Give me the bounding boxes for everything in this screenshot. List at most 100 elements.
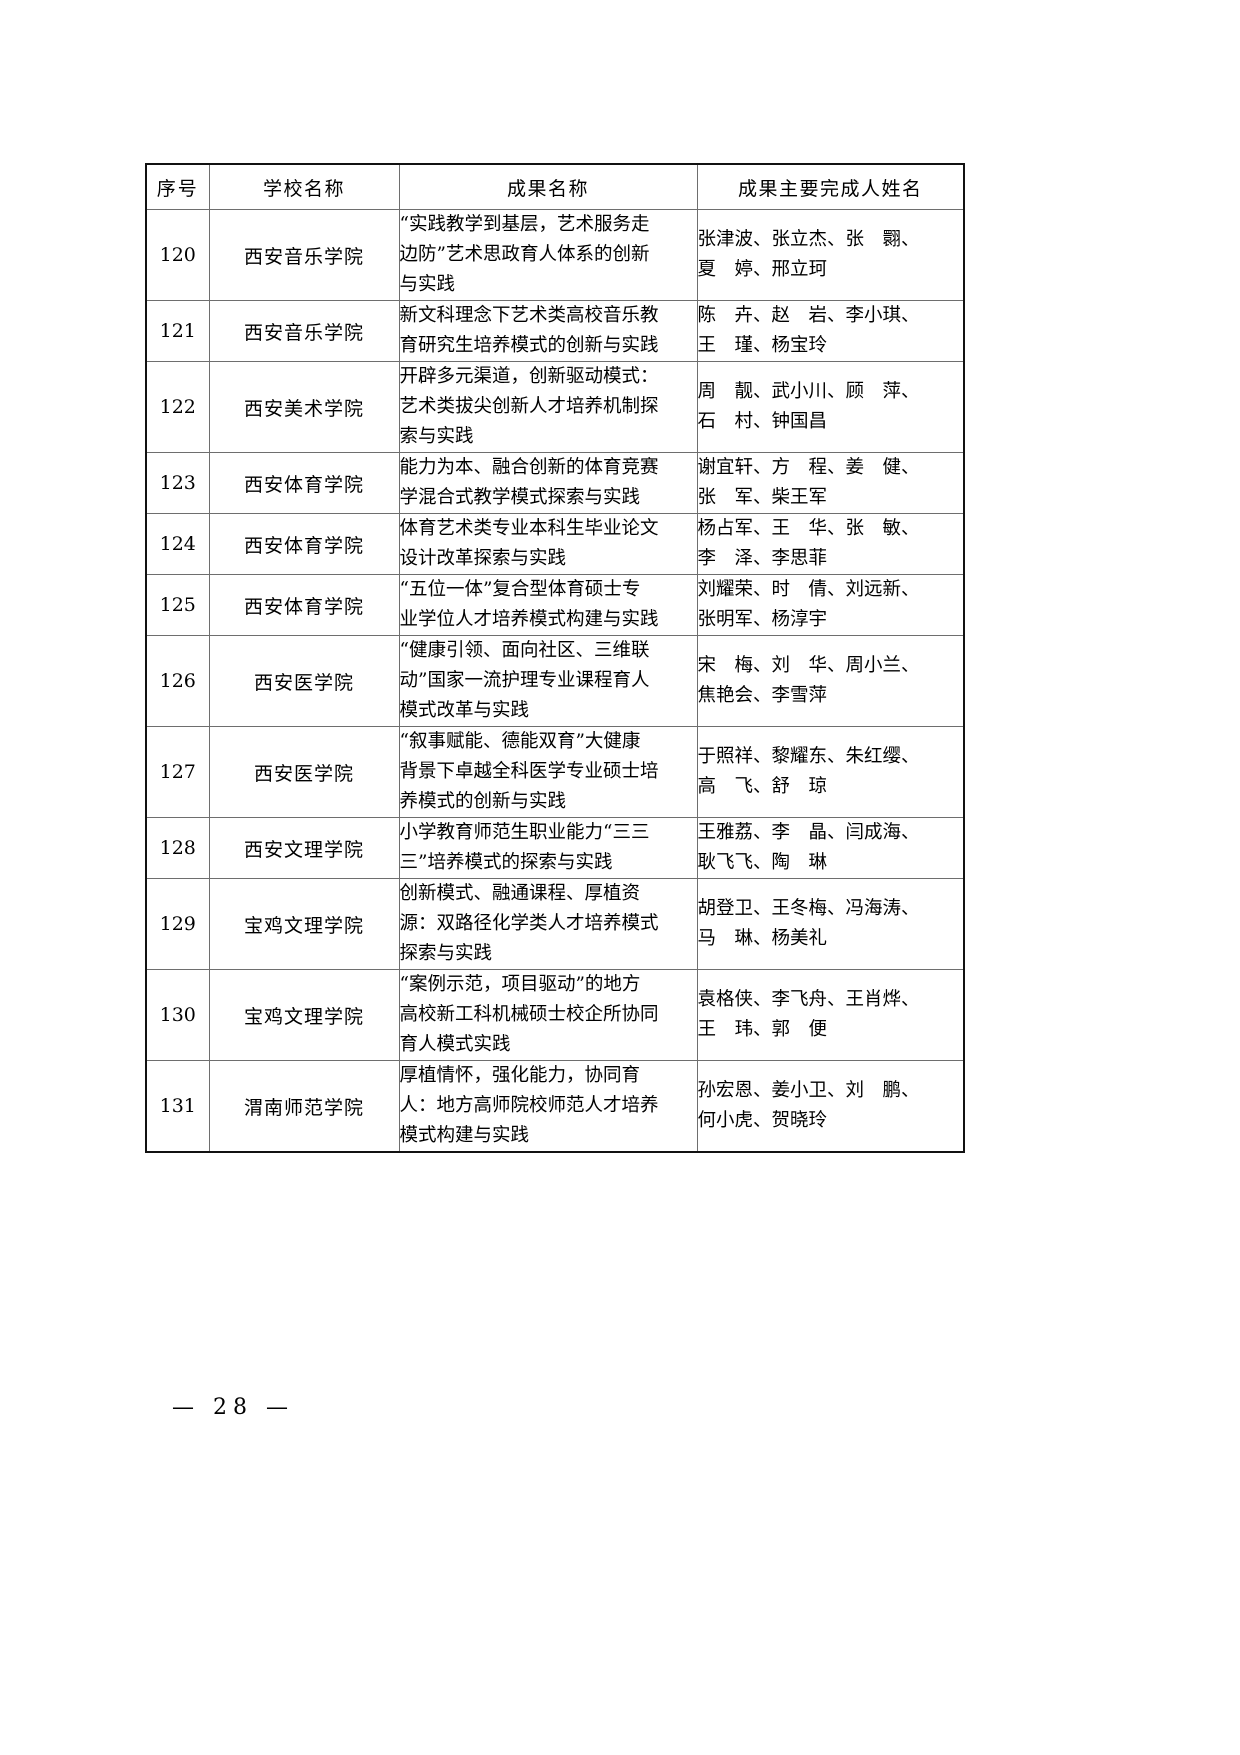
contributor-line: 夏 婷、邢立珂 [697,259,828,280]
cell-contributors: 刘耀荣、时 倩、刘远新、 张明军、杨淳宇 [696,574,965,636]
cell-school-name: 西安医学院 [208,726,400,818]
cell-contributors: 张津波、张立杰、张 翾、夏 婷、邢立珂 [696,209,965,301]
cell-contributors: 宋 梅、刘 华、周小兰、 焦艳会、李雪萍 [696,635,965,727]
page-number: — 28 — [172,1395,294,1420]
cell-contributors: 王雅荔、李 晶、闫成海、 耿飞飞、陶 琳 [696,817,965,879]
cell-achievement-title: “五位一体”复合型体育硕士专 业学位人才培养模式构建与实践 [398,574,698,636]
achievement-title-line: 模式构建与实践 [399,1125,530,1146]
column-header-title: 成果名称 [398,163,698,210]
achievement-title-line: 索与实践 [399,426,474,447]
cell-achievement-title: 新文科理念下艺术类高校音乐教 育研究生培养模式的创新与实践 [398,300,698,362]
contributor-line: 周 靓、武小川、顾 萍、 [697,381,920,402]
table-row: 127 西安医学院 “叙事赋能、德能双育”大健康 背景下卓越全科医学专业硕士培 养模式的… [145,726,965,818]
achievement-award-table: 序号 学校名称 成果名称 成果主要完成人姓名 120 西安音乐学院 “实践教学到基层… [145,163,965,1153]
cell-contributors: 孙宏恩、姜小卫、刘 鹏、 何小虎、贺晓玲 [696,1060,965,1153]
table-row: 126 西安医学院 “健康引领、面向社区、三维联 动”国家一流护理专业课程育人 模式改革… [145,635,965,727]
achievement-title-line: 背景下卓越全科医学专业硕士培 [399,761,659,782]
contributor-line: 张津波、张立杰、张 翾、 [697,229,920,250]
cell-sequence: 125 [145,574,210,636]
cell-contributors: 胡登卫、王冬梅、冯海涛、马 琳、杨美礼 [696,878,965,970]
cell-contributors: 于照祥、黎耀东、朱红缨、高 飞、舒 琼 [696,726,965,818]
achievement-title-line: 学混合式教学模式探索与实践 [399,487,641,508]
achievement-title-line: 养模式的创新与实践 [399,791,567,812]
cell-contributors: 杨占军、王 华、张 敏、李 泽、李思菲 [696,513,965,575]
table-row: 124 西安体育学院 体育艺术类专业本科生毕业论文 设计改革探索与实践 杨占军、王 华、… [145,513,965,575]
achievement-title-line: 人：地方高师院校师范人才培养 [399,1095,659,1116]
achievement-title-line: “健康引领、面向社区、三维联 [399,640,650,661]
achievement-title-line: 设计改革探索与实践 [399,548,567,569]
achievement-title-line: 厚植情怀，强化能力，协同育 [399,1065,641,1086]
achievement-title-line: 业学位人才培养模式构建与实践 [399,609,659,630]
contributor-line: 胡登卫、王冬梅、冯海涛、 [697,898,920,919]
contributor-line: 王 玮、郭 便 [697,1019,828,1040]
cell-contributors: 袁格侠、李飞舟、王肖烨、王 玮、郭 便 [696,969,965,1061]
cell-sequence: 130 [145,969,210,1061]
column-header-school: 学校名称 [208,163,400,210]
contributor-line: 谢宜轩、方 程、姜 健、 [697,457,920,478]
contributor-line: 杨占军、王 华、张 敏、 [697,518,920,539]
achievement-title-line: “五位一体”复合型体育硕士专 [399,579,641,600]
contributor-line: 张 军、柴王军 [697,487,828,508]
achievement-title-line: 三”培养模式的探索与实践 [399,852,613,873]
cell-achievement-title: 体育艺术类专业本科生毕业论文 设计改革探索与实践 [398,513,698,575]
contributor-line: 王雅荔、李 晶、闫成海、 [697,822,920,843]
table-row: 128 西安文理学院 小学教育师范生职业能力“三三 三”培养模式的探索与实践 王雅荔、李… [145,817,965,879]
table-row: 125 西安体育学院 “五位一体”复合型体育硕士专 业学位人才培养模式构建与实践 刘耀荣… [145,574,965,636]
cell-achievement-title: 小学教育师范生职业能力“三三 三”培养模式的探索与实践 [398,817,698,879]
table-header: 序号 学校名称 成果名称 成果主要完成人姓名 [145,163,965,210]
cell-sequence: 123 [145,452,210,514]
cell-sequence: 122 [145,361,210,453]
cell-school-name: 西安体育学院 [208,513,400,575]
achievement-title-line: 源：双路径化学类人才培养模式 [399,913,659,934]
table-body: 120 西安音乐学院 “实践教学到基层，艺术服务走 边防”艺术思政育人体系的创新 与实践… [145,209,965,1153]
cell-school-name: 渭南师范学院 [208,1060,400,1153]
table-row: 123 西安体育学院 能力为本、融合创新的体育竞赛 学混合式教学模式探索与实践 谢宜轩、… [145,452,965,514]
cell-achievement-title: 开辟多元渠道，创新驱动模式： 艺术类拔尖创新人才培养机制探 索与实践 [398,361,698,453]
achievement-title-line: “实践教学到基层，艺术服务走 [399,214,650,235]
achievement-title-line: 高校新工科机械硕士校企所协同 [399,1004,659,1025]
achievement-title-line: 小学教育师范生职业能力“三三 [399,822,650,843]
contributor-line: 高 飞、舒 琼 [697,776,828,797]
cell-school-name: 西安文理学院 [208,817,400,879]
cell-school-name: 西安体育学院 [208,452,400,514]
column-header-people: 成果主要完成人姓名 [696,163,965,210]
cell-school-name: 西安美术学院 [208,361,400,453]
cell-sequence: 127 [145,726,210,818]
cell-achievement-title: “案例示范，项目驱动”的地方 高校新工科机械硕士校企所协同 育人模式实践 [398,969,698,1061]
cell-school-name: 西安音乐学院 [208,300,400,362]
contributor-line: 何小虎、贺晓玲 [697,1110,828,1131]
cell-school-name: 西安医学院 [208,635,400,727]
contributor-line: 张明军、杨淳宇 [697,609,828,630]
cell-sequence: 126 [145,635,210,727]
achievement-title-line: 创新模式、融通课程、厚植资 [399,883,641,904]
achievement-title-line: 探索与实践 [399,943,493,964]
achievement-title-line: 能力为本、融合创新的体育竞赛 [399,457,659,478]
cell-achievement-title: “实践教学到基层，艺术服务走 边防”艺术思政育人体系的创新 与实践 [398,209,698,301]
table-row: 122 西安美术学院 开辟多元渠道，创新驱动模式： 艺术类拔尖创新人才培养机制探 索与实… [145,361,965,453]
achievement-title-line: 育研究生培养模式的创新与实践 [399,335,659,356]
contributor-line: 焦艳会、李雪萍 [697,685,828,706]
achievement-title-line: 艺术类拔尖创新人才培养机制探 [399,396,659,417]
contributor-line: 刘耀荣、时 倩、刘远新、 [697,579,920,600]
cell-sequence: 131 [145,1060,210,1153]
cell-sequence: 124 [145,513,210,575]
cell-sequence: 129 [145,878,210,970]
table-row: 130 宝鸡文理学院 “案例示范，项目驱动”的地方 高校新工科机械硕士校企所协同 育人模… [145,969,965,1061]
cell-achievement-title: 创新模式、融通课程、厚植资 源：双路径化学类人才培养模式 探索与实践 [398,878,698,970]
achievement-title-line: 新文科理念下艺术类高校音乐教 [399,305,659,326]
contributor-line: 王 瑾、杨宝玲 [697,335,828,356]
achievement-title-line: 与实践 [399,274,456,295]
cell-sequence: 120 [145,209,210,301]
cell-contributors: 陈 卉、赵 岩、李小琪、王 瑾、杨宝玲 [696,300,965,362]
achievement-title-line: “叙事赋能、德能双育”大健康 [399,731,641,752]
cell-contributors: 谢宜轩、方 程、姜 健、张 军、柴王军 [696,452,965,514]
achievement-title-line: 育人模式实践 [399,1034,511,1055]
cell-sequence: 121 [145,300,210,362]
contributor-line: 孙宏恩、姜小卫、刘 鹏、 [697,1080,920,1101]
column-header-sequence: 序号 [145,163,210,210]
cell-contributors: 周 靓、武小川、顾 萍、石 村、钟国昌 [696,361,965,453]
achievement-title-line: “案例示范，项目驱动”的地方 [399,974,641,995]
achievement-title-line: 边防”艺术思政育人体系的创新 [399,244,650,265]
contributor-line: 石 村、钟国昌 [697,411,828,432]
table-row: 121 西安音乐学院 新文科理念下艺术类高校音乐教 育研究生培养模式的创新与实践陈 卉… [145,300,965,362]
